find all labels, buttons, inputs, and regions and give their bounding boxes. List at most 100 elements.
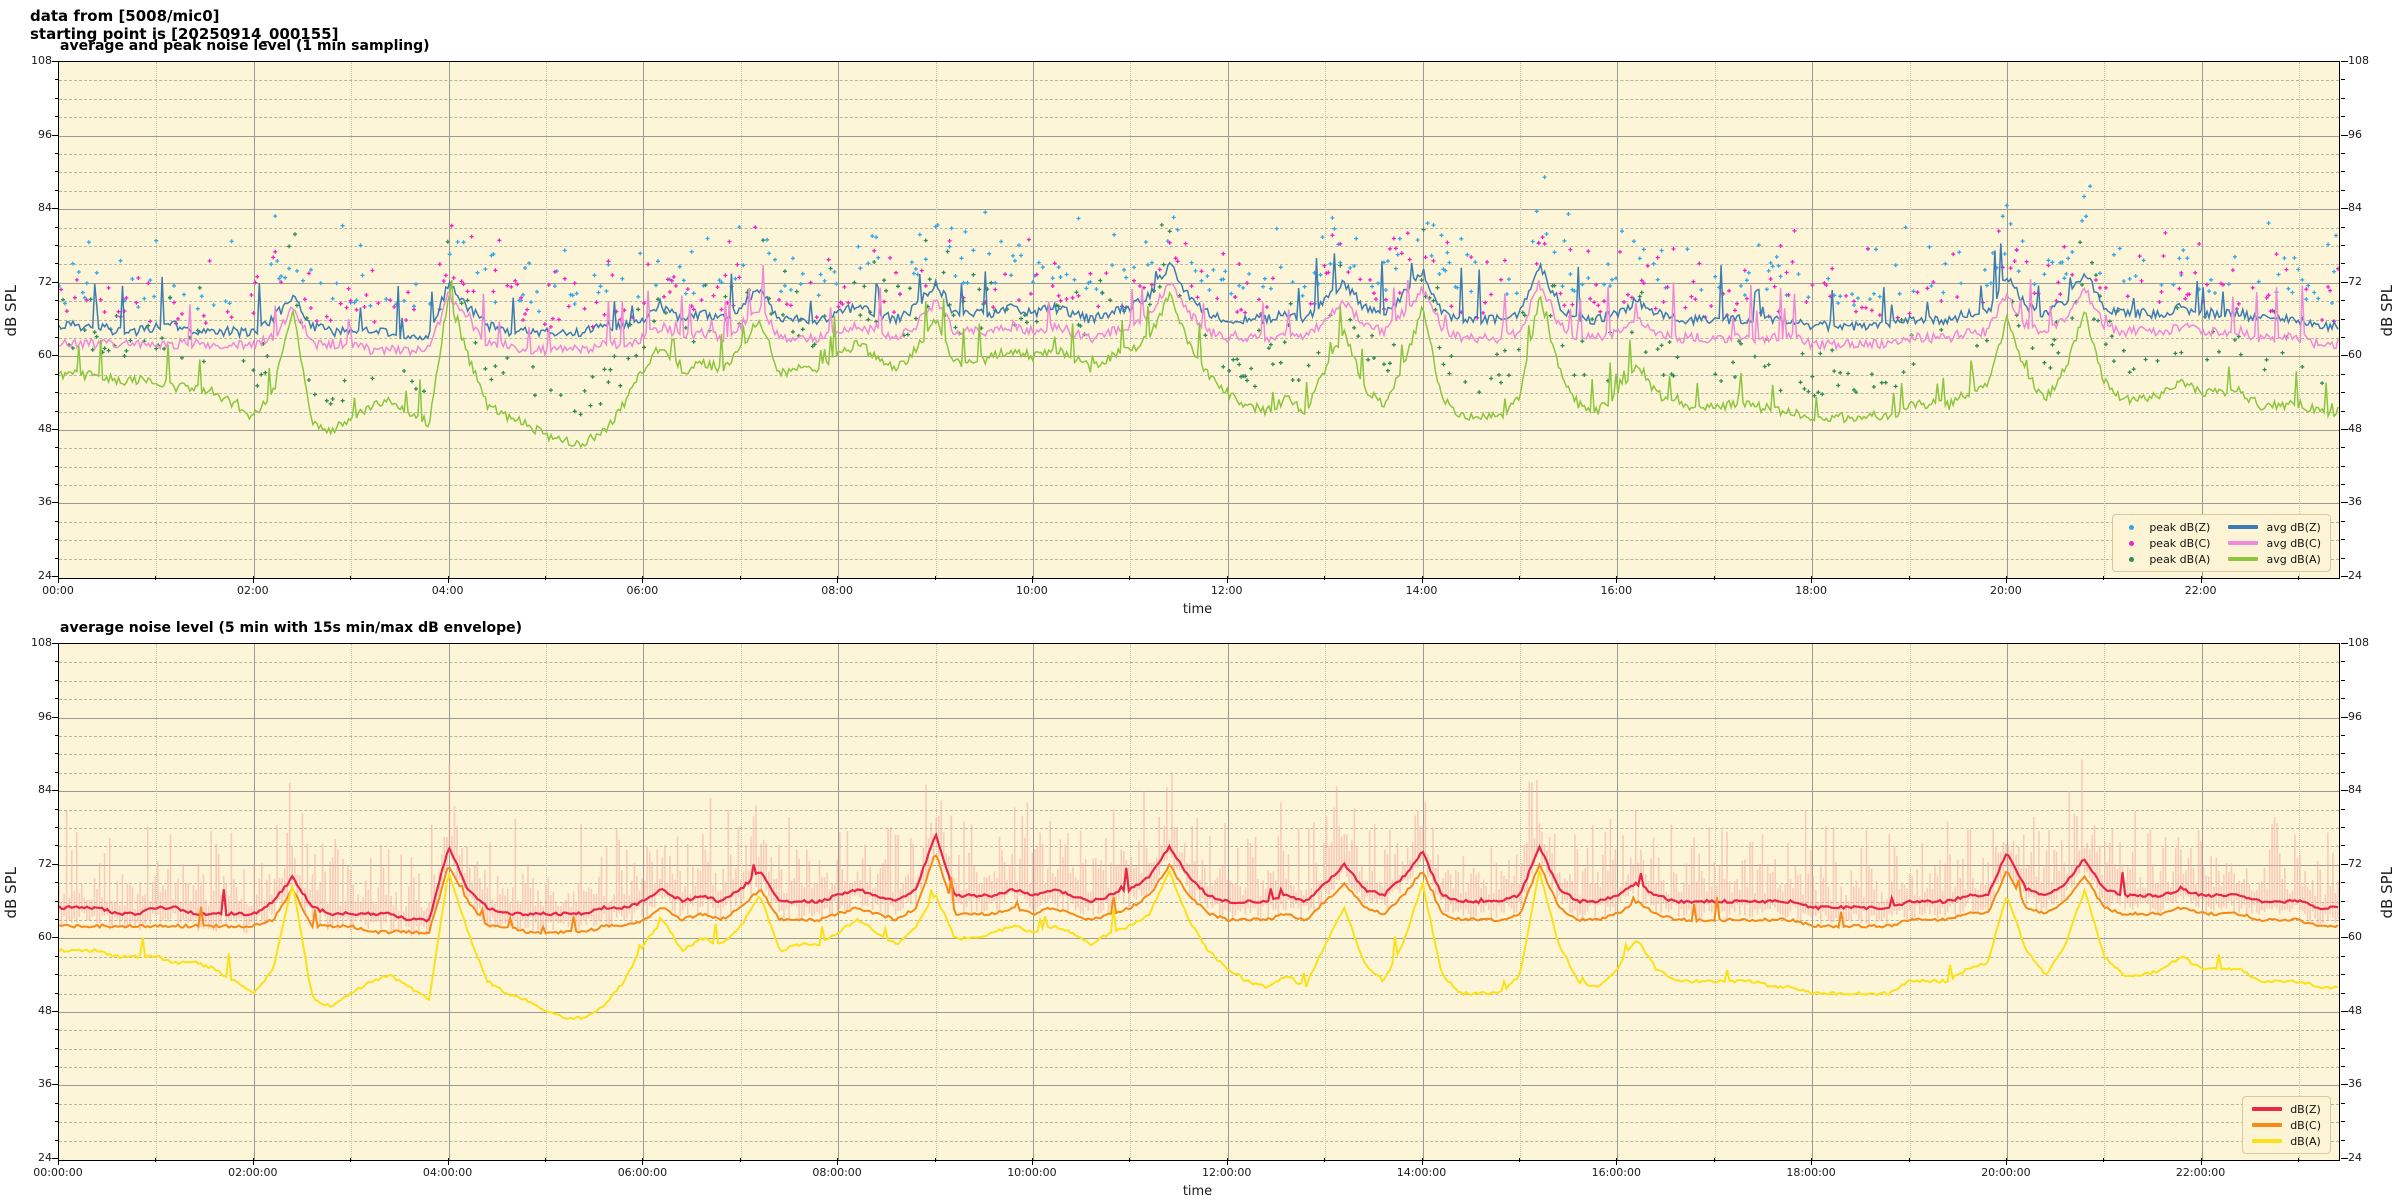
gridline-major-h (59, 938, 2339, 940)
gridline-minor-h (59, 154, 2339, 155)
y-tick-mark-minor (55, 318, 59, 320)
legend-item[interactable]: peak dB(A) (2122, 552, 2210, 566)
x-tick-label: 20:00:00 (1981, 1166, 2031, 1179)
y-tick-mark-minor (55, 1139, 59, 1141)
y-tick-label-right: 96 (2348, 709, 2362, 723)
gridline-minor-h (59, 393, 2339, 395)
legend-item[interactable]: dB(Z) (2252, 1102, 2321, 1116)
y-axis-label-right: dB SPL (2378, 284, 2396, 337)
x-tick-mark (642, 1158, 644, 1165)
gridline-minor-v (1130, 644, 1132, 1160)
gridline-minor-h (59, 301, 2339, 303)
x-tick-mark (1421, 576, 1423, 583)
y-tick-mark (52, 716, 59, 718)
x-tick-mark-minor (739, 1158, 741, 1162)
x-tick-mark-minor (2298, 1158, 2299, 1162)
y-tick-mark-minor (2341, 771, 2345, 773)
y-tick-mark-minor (55, 226, 59, 228)
y-tick-mark-minor (2341, 808, 2345, 810)
y-tick-mark-minor (2341, 226, 2345, 228)
gridline-minor-h (59, 1122, 2339, 1124)
y-tick-label-left: 72 (38, 856, 52, 870)
y-tick-mark-minor (2341, 153, 2345, 154)
x-tick-label: 14:00:00 (1396, 1166, 1447, 1179)
y-tick-mark-minor (2341, 373, 2345, 375)
legend-item[interactable]: dB(C) (2252, 1118, 2321, 1132)
y-tick-mark (2341, 790, 2348, 792)
legend-label: peak dB(Z) (2149, 520, 2211, 534)
gridline-major-v (2006, 644, 2008, 1160)
legend-item[interactable]: dB(A) (2252, 1134, 2321, 1148)
y-tick-label-right: 108 (2348, 54, 2369, 67)
y-tick-mark-minor (2341, 1121, 2345, 1123)
y-tick-mark (52, 355, 59, 357)
y-tick-mark-minor (2341, 826, 2345, 828)
x-tick-mark-minor (155, 576, 157, 580)
x-tick-mark (1031, 576, 1033, 583)
x-tick-label: 06:00 (626, 584, 659, 597)
gridline-minor-v (1519, 644, 1521, 1160)
gridline-major-v (838, 62, 840, 578)
y-tick-mark-minor (2341, 520, 2345, 522)
x-tick-mark (447, 576, 449, 583)
x-tick-label: 02:00 (236, 584, 269, 597)
gridline-minor-v (1519, 62, 1521, 578)
y-tick-mark-minor (2341, 79, 2345, 81)
chart1-plot-area: peak dB(Z) peak dB(C) peak dB(A) avg dB(Z) a… (58, 61, 2340, 579)
y-tick-mark (52, 937, 59, 939)
gridline-minor-h (59, 1067, 2339, 1068)
header-line-1: data from [5008/mic0] (30, 7, 220, 25)
gridline-major-v (2201, 644, 2203, 1160)
y-tick-label-left: 48 (38, 421, 52, 435)
legend-item[interactable]: avg dB(Z) (2228, 520, 2321, 534)
x-tick-mark (642, 576, 644, 583)
gridline-minor-v (546, 62, 547, 578)
y-tick-mark-minor (55, 992, 59, 994)
y-tick-mark-minor (55, 557, 59, 559)
chart2-plot-area: dB(Z) dB(C) dB(A) (58, 643, 2340, 1161)
gridline-minor-h (59, 809, 2339, 811)
y-tick-mark (2341, 208, 2348, 210)
y-axis-label-right: dB SPL (2378, 866, 2396, 919)
y-tick-mark-minor (55, 1029, 59, 1031)
x-tick-mark-minor (934, 576, 936, 580)
legend-item[interactable]: avg dB(C) (2228, 536, 2321, 550)
y-tick-mark-minor (55, 661, 59, 663)
x-tick-mark (58, 1158, 59, 1165)
legend-item[interactable]: peak dB(C) (2122, 536, 2210, 550)
gridline-minor-v (351, 644, 353, 1160)
x-axis-label: time (1182, 1184, 1213, 1199)
y-tick-mark-minor (2341, 845, 2345, 847)
y-tick-mark-minor (2341, 679, 2345, 681)
gridline-minor-h (59, 1140, 2339, 1142)
gridline-major-v (643, 62, 645, 578)
x-tick-mark (2005, 576, 2007, 583)
y-tick-mark-minor (2341, 882, 2345, 884)
y-tick-mark-minor (2341, 244, 2345, 246)
y-tick-mark-minor (2341, 447, 2345, 449)
legend-item[interactable]: peak dB(Z) (2122, 520, 2210, 534)
chart2-legend[interactable]: dB(Z) dB(C) dB(A) (2242, 1096, 2331, 1154)
legend-line-icon (2252, 1139, 2283, 1143)
chart1-legend[interactable]: peak dB(Z) peak dB(C) peak dB(A) avg dB(Z) a… (2112, 514, 2331, 572)
gridline-major-v (1227, 62, 1229, 578)
x-tick-label: 00:00:00 (33, 1166, 83, 1179)
legend-item[interactable]: avg dB(A) (2228, 552, 2321, 566)
legend-line-icon (2252, 1107, 2283, 1111)
gridline-major-h (59, 135, 2339, 137)
x-tick-mark (1226, 576, 1228, 583)
gridline-minor-h (59, 264, 2339, 266)
y-tick-mark-minor (55, 753, 59, 755)
y-tick-mark-minor (2341, 539, 2345, 541)
y-tick-mark-minor (55, 1066, 59, 1067)
y-tick-mark-minor (2341, 171, 2345, 173)
gridline-major-h (59, 356, 2339, 358)
gridline-minor-h (59, 772, 2339, 774)
gridline-minor-h (59, 956, 2339, 958)
series-line-avgdbc (59, 265, 2339, 358)
chart-average-envelope: average noise level (5 min with 15s min/… (0, 620, 2400, 1200)
chart2-data-layer (59, 759, 2339, 1021)
y-tick-mark-minor (2341, 753, 2345, 755)
y-tick-mark (52, 863, 59, 865)
